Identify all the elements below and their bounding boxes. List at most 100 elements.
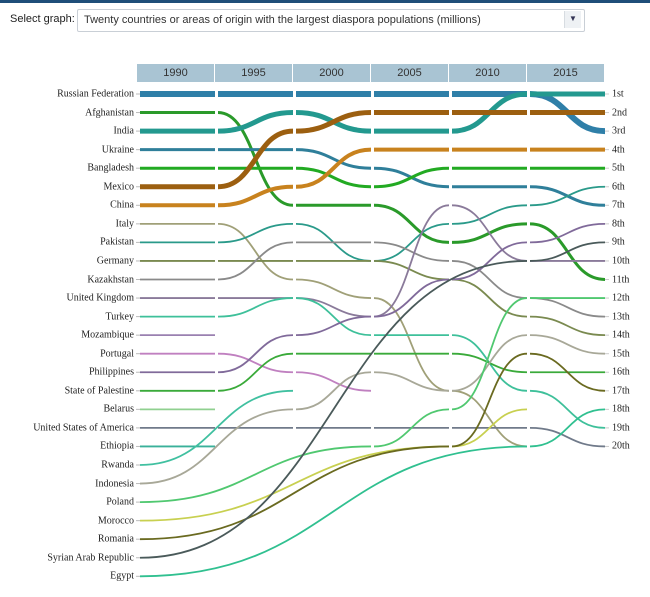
line-romania-2010: [451, 352, 528, 448]
line-kazakhstan-2015: [529, 297, 606, 318]
rank-label: 3rd: [612, 125, 626, 137]
rank-label: 6th: [612, 181, 625, 193]
line-bangladesh-2000: [295, 166, 372, 189]
line-ukraine-2000: [295, 148, 372, 170]
rank-label: 16th: [612, 366, 630, 378]
rank-label: 17th: [612, 385, 630, 397]
line-mexico-1995: [217, 128, 294, 190]
rank-label: 8th: [612, 218, 625, 230]
country-label: Poland: [106, 496, 134, 508]
line-romania-entry: [139, 445, 450, 541]
line-pakistan-1995: [217, 222, 294, 244]
line-italy-2010: [451, 389, 528, 448]
select-graph-label: Select graph:: [10, 13, 75, 25]
country-label: Morocco: [97, 515, 134, 527]
line-turkey-1995: [217, 297, 294, 318]
rank-label: 18th: [612, 403, 630, 415]
header-rule: [0, 0, 650, 3]
line-state-of-palestine-1995: [217, 352, 294, 392]
rank-label: 4th: [612, 144, 625, 156]
country-label: Ethiopia: [100, 440, 134, 452]
line-kazakhstan-1995: [217, 241, 294, 281]
country-label: Rwanda: [101, 459, 134, 471]
country-label: Romania: [97, 533, 134, 545]
line-united-kingdom-2005: [373, 204, 450, 318]
country-label: United Kingdom: [66, 292, 135, 304]
rank-label: 12th: [612, 292, 630, 304]
rank-label: 10th: [612, 255, 630, 267]
country-label: United States of America: [33, 422, 134, 434]
line-poland-entry: [139, 445, 372, 503]
graph-select[interactable]: Twenty countries or areas of origin with…: [77, 9, 585, 32]
rank-label: 13th: [612, 311, 630, 323]
line-indonesia-entry: [139, 408, 294, 485]
rank-label: 20th: [612, 440, 630, 452]
country-label: Indonesia: [95, 478, 134, 490]
country-label: Turkey: [105, 311, 134, 323]
line-portugal-2000: [295, 371, 372, 392]
line-romania-2015: [529, 352, 606, 392]
line-poland-2010: [451, 297, 528, 411]
line-china-2000: [295, 147, 372, 189]
country-label: Afghanistan: [85, 107, 134, 119]
country-label: Mozambique: [81, 329, 134, 341]
line-germany-2010: [451, 278, 528, 318]
country-label: Ukraine: [101, 144, 134, 156]
line-united-states-of-america-2015: [529, 427, 606, 448]
rank-label: 9th: [612, 236, 625, 248]
rank-label: 19th: [612, 422, 630, 434]
country-label: Syrian Arab Republic: [47, 552, 134, 564]
line-egypt-entry: [139, 445, 528, 578]
country-label: Kazakhstan: [87, 274, 134, 285]
country-label: Belarus: [103, 403, 134, 415]
rank-label: 15th: [612, 348, 630, 360]
year-header-2000: 2000: [293, 64, 370, 82]
year-header-1995: 1995: [215, 64, 292, 82]
rank-label: 14th: [612, 329, 630, 341]
line-indonesia-2005: [373, 371, 450, 392]
line-egypt-2015: [529, 408, 606, 448]
line-portugal-1995: [217, 352, 294, 374]
country-label: Germany: [96, 255, 134, 267]
line-poland-2005: [373, 408, 450, 448]
country-label: India: [113, 125, 134, 137]
year-header: 1990 1995 2000 2005 2010 2015: [137, 64, 605, 82]
rank-label: 5th: [612, 162, 625, 174]
country-label: Philippines: [88, 366, 134, 378]
line-india-1995: [217, 110, 294, 134]
line-syrian-arab-republic-entry: [139, 260, 528, 559]
country-label: Bangladesh: [87, 162, 134, 174]
country-label: Mexico: [103, 181, 134, 193]
rank-label: 1st: [612, 88, 624, 100]
line-mexico-2000: [295, 110, 372, 134]
rank-label: 7th: [612, 199, 625, 211]
line-bangladesh-2005: [373, 166, 450, 189]
line-kazakhstan-2005: [373, 241, 450, 262]
line-germany-2015: [529, 315, 606, 337]
line-indonesia-2015: [529, 334, 606, 355]
country-label: Italy: [115, 218, 134, 230]
line-pakistan-2005: [373, 222, 450, 262]
line-morocco-2010: [451, 408, 528, 448]
country-label: State of Palestine: [64, 385, 134, 397]
rank-label: 2nd: [612, 107, 627, 119]
country-label: China: [110, 199, 134, 211]
line-turkey-2015: [529, 389, 606, 429]
line-philippines-2015: [529, 222, 606, 244]
line-afghanistan-2005: [373, 203, 450, 244]
line-germany-2005: [373, 260, 450, 281]
line-philippines-2010: [451, 241, 528, 281]
line-pakistan-2015: [529, 185, 606, 207]
rank-label: 11th: [612, 274, 630, 285]
line-italy-1995: [217, 222, 294, 281]
country-label: Portugal: [100, 348, 134, 360]
year-header-2015: 2015: [527, 64, 604, 82]
line-kazakhstan-2010: [451, 260, 528, 299]
line-philippines-2000: [295, 315, 372, 337]
line-indonesia-2010: [451, 334, 528, 392]
chevron-down-icon[interactable]: ▼: [564, 11, 581, 28]
line-philippines-2005: [373, 278, 450, 318]
line-italy-2005: [373, 297, 450, 392]
